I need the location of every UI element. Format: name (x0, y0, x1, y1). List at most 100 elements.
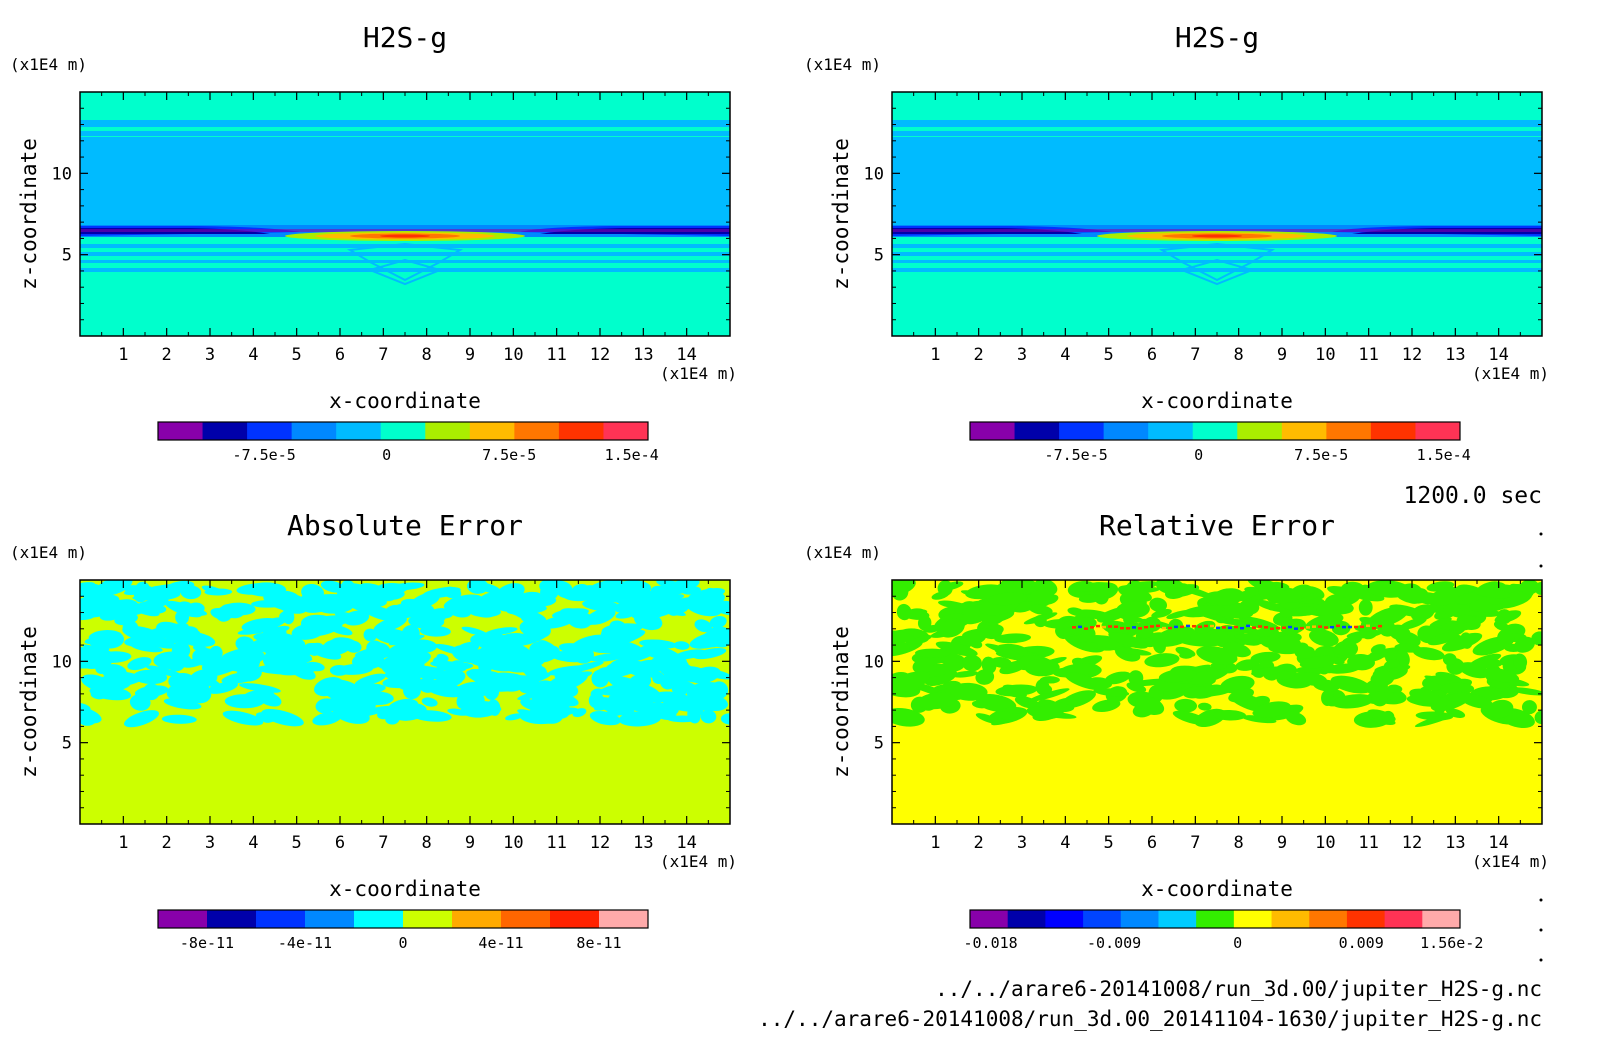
x-tick-label: 14 (1488, 833, 1508, 853)
z-unit-label: (x1E4 m) (804, 543, 881, 562)
x-tick-label: 11 (1358, 345, 1378, 365)
colorbar-swatch (1370, 422, 1416, 440)
colorbar-tick-label: -0.009 (1087, 934, 1141, 952)
colorbar-tick-label: 0.009 (1339, 934, 1384, 952)
colorbar-swatch (599, 910, 649, 928)
colorbar-swatch (1158, 910, 1197, 928)
colorbar-swatch (1192, 422, 1238, 440)
x-tick-label: 7 (378, 833, 388, 853)
y-tick-label: 10 (864, 652, 884, 672)
x-tick-label: 7 (1190, 833, 1200, 853)
x-tick-label: 13 (633, 833, 653, 853)
colorbar-swatch (452, 910, 502, 928)
colorbar-swatch (469, 422, 515, 440)
x-tick-label: 8 (1234, 833, 1244, 853)
colorbar-swatch (1422, 910, 1461, 928)
panel-title: Absolute Error (287, 509, 523, 542)
colorbar-swatch (202, 422, 248, 440)
x-tick-label: 7 (1190, 345, 1200, 365)
x-tick-label: 3 (1017, 833, 1027, 853)
colorbar-swatch (1237, 422, 1283, 440)
colorbar-tick-label: 4e-11 (478, 934, 523, 952)
x-tick-label: 14 (676, 833, 696, 853)
colorbar-swatch (1233, 910, 1273, 928)
y-axis-label: z-coordinate (17, 626, 41, 778)
colorbar-swatch (256, 910, 306, 928)
x-tick-label: 1 (930, 833, 940, 853)
x-unit-label: (x1E4 m) (660, 364, 737, 383)
colorbar-swatch (207, 910, 257, 928)
x-tick-label: 12 (590, 345, 610, 365)
colorbar-swatch (1059, 422, 1105, 440)
x-tick-label: 1 (118, 345, 128, 365)
x-unit-label: (x1E4 m) (660, 852, 737, 871)
x-tick-label: 4 (1060, 833, 1070, 853)
colorbar-swatch (558, 422, 604, 440)
colorbar-swatch (603, 422, 649, 440)
colorbar-swatch (1045, 910, 1084, 928)
colorbar: -8e-11 -4e-11 0 4e-11 8e-11 (157, 909, 649, 952)
field-relative-error (892, 580, 1542, 824)
x-tick-label: 2 (974, 833, 984, 853)
y-tick-label: 10 (864, 164, 884, 184)
colorbar-swatch (1007, 910, 1046, 928)
y-tick-label: 5 (874, 246, 884, 266)
x-tick-label: 6 (1147, 345, 1157, 365)
x-tick-label: 7 (378, 345, 388, 365)
panel-title: Relative Error (1099, 509, 1335, 542)
y-tick-label: 10 (52, 164, 72, 184)
y-axis-label: z-coordinate (829, 138, 853, 290)
x-tick-label: 14 (676, 345, 696, 365)
x-tick-label: 10 (503, 833, 523, 853)
colorbar-tick-label: 0 (382, 446, 391, 464)
colorbar-swatch (1309, 910, 1348, 928)
colorbar-swatch (501, 910, 551, 928)
x-tick-label: 4 (1060, 345, 1070, 365)
x-tick-label: 3 (205, 833, 215, 853)
colorbar: -7.5e-5 0 7.5e-5 1.5e-4 (157, 421, 659, 464)
file-path-1: ../../arare6-20141008/run_3d.00/jupiter_… (935, 977, 1542, 1001)
colorbar-tick-label: 7.5e-5 (482, 446, 536, 464)
panel-absolute-error: Absolute Error (x1E4 m) 1 2 3 4 5 6 7 8 9 10 11 12 1… (10, 509, 737, 952)
x-tick-label: 3 (1017, 345, 1027, 365)
time-label: 1200.0 sec (1404, 483, 1542, 509)
colorbar-swatch (1326, 422, 1372, 440)
colorbar-swatch (1120, 910, 1159, 928)
colorbar-swatch (425, 422, 471, 440)
x-tick-label: 12 (1402, 833, 1422, 853)
colorbar-swatch (1415, 422, 1461, 440)
y-tick-label: 10 (52, 652, 72, 672)
colorbar-tick-label: 1.5e-4 (605, 446, 659, 464)
colorbar-frame (157, 421, 649, 441)
x-tick-label: 5 (292, 345, 302, 365)
x-tick-label: 13 (633, 345, 653, 365)
x-axis-label: x-coordinate (1141, 389, 1293, 413)
x-tick-label: 10 (1315, 345, 1335, 365)
colorbar-tick-label: -7.5e-5 (1045, 446, 1108, 464)
x-axis-label: x-coordinate (329, 877, 481, 901)
colorbar-swatch (1148, 422, 1194, 440)
file-path-2: ../../arare6-20141008/run_3d.00_20141104… (758, 1007, 1542, 1031)
x-tick-label: 2 (974, 345, 984, 365)
x-tick-label: 14 (1488, 345, 1508, 365)
x-tick-label: 2 (162, 833, 172, 853)
x-tick-label: 5 (1104, 833, 1114, 853)
x-tick-label: 8 (422, 345, 432, 365)
panel-title: H2S-g (1175, 21, 1259, 54)
colorbar-swatch (305, 910, 355, 928)
x-tick-label: 1 (118, 833, 128, 853)
colorbar-swatch (514, 422, 560, 440)
colorbar: -7.5e-5 0 7.5e-5 1.5e-4 (969, 421, 1471, 464)
x-tick-label: 6 (335, 833, 345, 853)
y-tick-label: 5 (62, 246, 72, 266)
colorbar-frame (157, 909, 649, 929)
x-tick-label: 6 (1147, 833, 1157, 853)
colorbar-tick-label: -7.5e-5 (233, 446, 296, 464)
colorbar-swatch (380, 422, 426, 440)
x-tick-label: 8 (1234, 345, 1244, 365)
colorbar-swatch (550, 910, 600, 928)
x-tick-label: 11 (546, 833, 566, 853)
x-tick-label: 9 (465, 345, 475, 365)
